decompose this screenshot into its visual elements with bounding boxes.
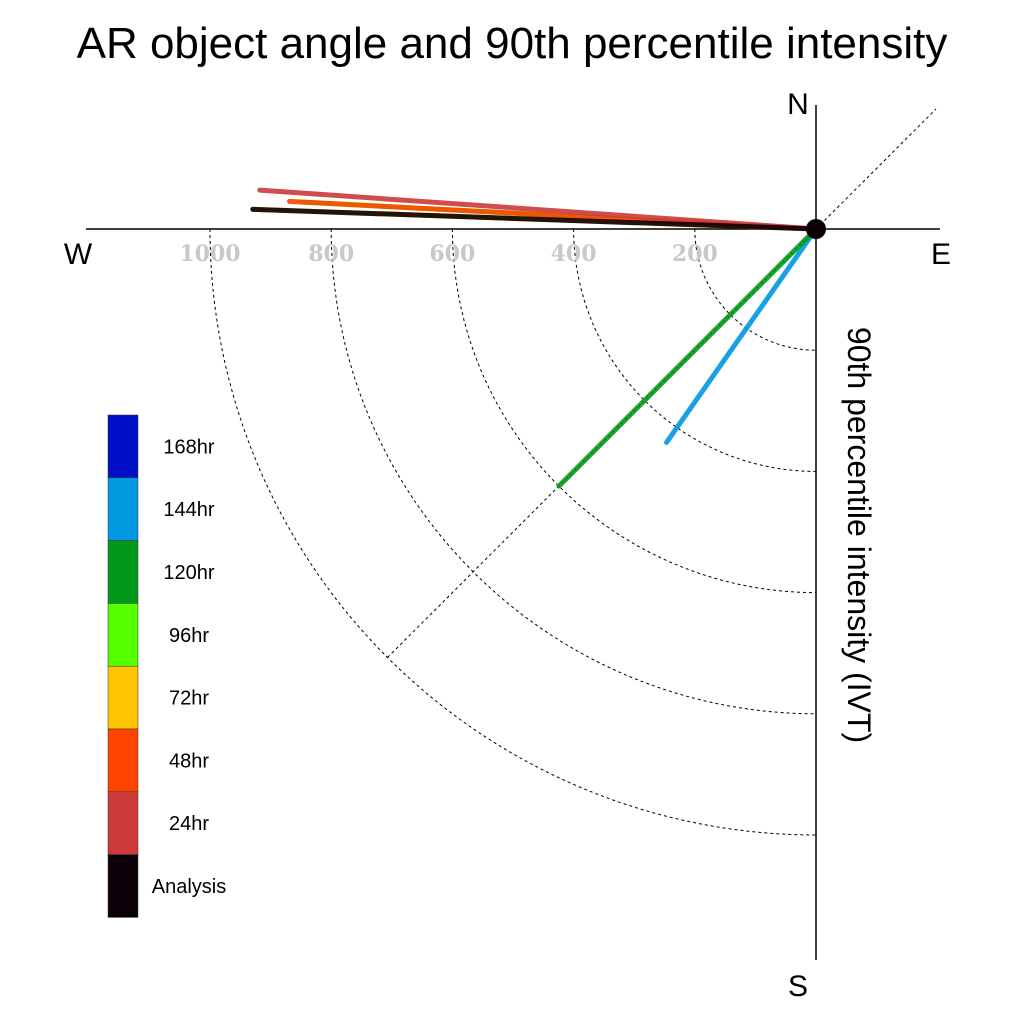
legend-swatch-72hr xyxy=(107,665,139,730)
vector-series xyxy=(250,187,819,489)
legend-swatch-24hr xyxy=(107,791,139,855)
east-label: E xyxy=(931,238,951,271)
west-label: W xyxy=(64,238,93,271)
vector-144hr xyxy=(664,226,819,445)
vector-120hr xyxy=(556,226,819,489)
grid-arc-200 xyxy=(694,228,817,351)
radial-tick-1000: 1000 xyxy=(179,241,240,267)
legend-swatch-120hr xyxy=(107,540,139,604)
legend-label-120hr: 120hr xyxy=(163,562,214,584)
chart-title: AR object angle and 90th percentile inte… xyxy=(77,19,948,68)
radial-tick-600: 600 xyxy=(429,241,475,267)
legend-label-72hr: 72hr xyxy=(169,688,209,710)
origin-marker xyxy=(806,219,826,239)
radial-tick-labels: 1000 800 600 400 200 xyxy=(179,241,717,267)
south-label: S xyxy=(788,970,808,1003)
polar-grid xyxy=(209,108,937,836)
legend-label-96hr: 96hr xyxy=(169,625,209,647)
legend-label-168hr: 168hr xyxy=(163,436,214,458)
radial-tick-400: 400 xyxy=(551,241,597,267)
radial-axis-label: 90th percentile intensity (IVT) xyxy=(841,327,877,743)
grid-arc-600 xyxy=(451,228,817,594)
grid-arc-400 xyxy=(573,228,817,472)
legend-swatch-168hr xyxy=(107,414,139,479)
legend-label-144hr: 144hr xyxy=(163,499,214,521)
legend-label-analysis: Analysis xyxy=(152,876,226,898)
vector-analysis xyxy=(250,206,819,232)
legend-swatch-analysis xyxy=(107,854,139,918)
legend-swatch-96hr xyxy=(107,603,139,667)
legend-swatch-48hr xyxy=(107,728,139,793)
north-label: N xyxy=(787,88,809,121)
legend-label-48hr: 48hr xyxy=(169,750,209,772)
legend: 168hr 144hr 120hr 96hr 72hr 48hr 24hr Analysis xyxy=(107,414,226,918)
radial-tick-200: 200 xyxy=(672,241,718,267)
legend-label-24hr: 24hr xyxy=(169,813,209,835)
legend-swatch-144hr xyxy=(107,477,139,541)
radial-tick-800: 800 xyxy=(308,241,354,267)
vector-24hr xyxy=(257,187,819,232)
